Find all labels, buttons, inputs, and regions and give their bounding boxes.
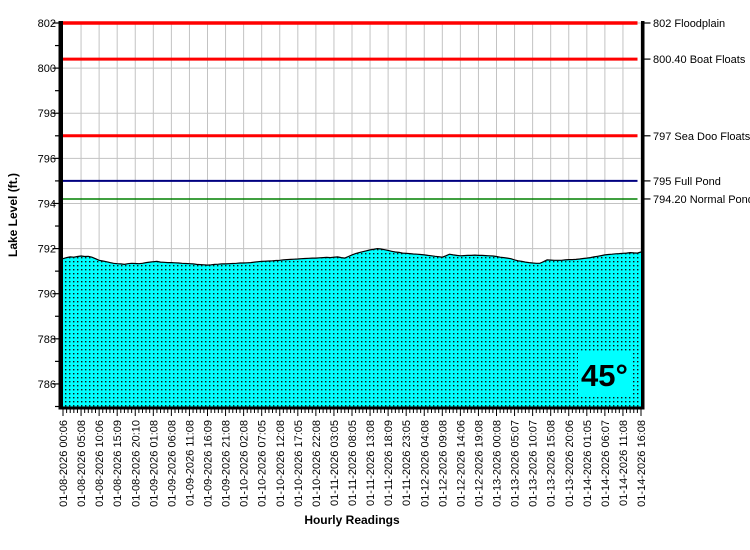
- x-tick-label: 01-08-2026 10:06: [94, 420, 106, 507]
- temperature-badge: 45°: [578, 353, 631, 397]
- temperature-value: 45°: [581, 358, 628, 393]
- y-axis-line: [58, 21, 63, 410]
- x-tick-label: 01-14-2026 11:08: [618, 420, 630, 506]
- reference-line-label: 800.40 Boat Floats: [653, 54, 746, 66]
- right-axis-line: [641, 21, 645, 410]
- y-tick-label: 792: [38, 244, 56, 256]
- y-tick-label: 798: [38, 108, 56, 120]
- x-tick-label: 01-11-2026 18:09: [383, 420, 395, 506]
- lake-level-area-series: [62, 247, 642, 407]
- x-tick-label: 01-13-2026 00:08: [492, 420, 504, 507]
- x-tick-label: 01-12-2026 14:06: [455, 420, 467, 507]
- x-tick-label: 01-14-2026 06:07: [600, 420, 612, 507]
- x-tick-label: 01-13-2026 20:06: [564, 420, 576, 507]
- reference-line-label: 794.20 Normal Pond: [653, 194, 750, 206]
- x-tick-label: 01-13-2026 10:07: [528, 420, 540, 507]
- x-tick-label: 01-11-2026 23:05: [401, 420, 413, 506]
- x-tick-label: 01-11-2026 13:08: [365, 420, 377, 506]
- reference-line-label: 795 Full Pond: [653, 176, 721, 188]
- x-tick-label: 01-10-2026 12:08: [275, 420, 287, 507]
- axis-ticks: [52, 22, 651, 416]
- x-tick-label: 01-10-2026 17:05: [293, 420, 305, 507]
- x-tick-labels: 01-08-2026 00:06 01-08-2026 05:08 01-08-20…: [58, 420, 648, 507]
- x-tick-label: 01-09-2026 11:08: [184, 420, 196, 506]
- x-tick-label: 01-08-2026 00:06: [58, 420, 70, 507]
- axes: [58, 21, 645, 410]
- x-tick-label: 01-11-2026 03:05: [329, 420, 341, 506]
- temperature-badge-background: [578, 353, 631, 397]
- reference-line-labels: 802 Floodplain 800.40 Boat Floats 797 Sea …: [653, 18, 750, 206]
- y-tick-label: 794: [38, 198, 56, 210]
- y-tick-label: 788: [38, 334, 56, 346]
- x-tick-label: 01-12-2026 19:08: [473, 420, 485, 507]
- x-tick-label: 01-10-2026 02:08: [239, 420, 251, 507]
- x-axis-line: [58, 406, 645, 410]
- x-tick-label: 01-11-2026 08:05: [347, 420, 359, 506]
- x-tick-label: 01-08-2026 05:08: [76, 420, 88, 507]
- x-tick-label: 01-14-2026 16:08: [636, 420, 648, 507]
- x-tick-label: 01-10-2026 22:08: [311, 420, 323, 507]
- x-tick-label: 01-09-2026 21:08: [221, 420, 233, 507]
- x-tick-label: 01-09-2026 06:08: [166, 420, 178, 507]
- x-tick-label: 01-13-2026 05:07: [510, 420, 522, 507]
- y-axis-title: Lake Level (ft.): [6, 173, 20, 257]
- y-tick-label: 790: [38, 289, 56, 301]
- lake-level-line: [62, 247, 642, 266]
- y-tick-labels: 786 788 790 792 794 796 798 800 802: [38, 18, 56, 391]
- lake-level-fill: [63, 248, 641, 407]
- y-tick-label: 800: [38, 63, 56, 75]
- y-tick-label: 796: [38, 153, 56, 165]
- x-tick-label: 01-14-2026 01:05: [582, 420, 594, 507]
- y-tick-label: 802: [38, 18, 56, 30]
- x-tick-label: 01-12-2026 09:08: [437, 420, 449, 507]
- x-tick-label: 01-10-2026 07:05: [257, 420, 269, 507]
- reference-lines: [63, 21, 638, 200]
- x-tick-label: 01-08-2026 20:10: [130, 420, 142, 507]
- reference-line-label: 797 Sea Doo Floats: [653, 131, 750, 143]
- x-tick-label: 01-12-2026 04:08: [419, 420, 431, 507]
- x-tick-label: 01-13-2026 15:08: [546, 420, 558, 507]
- y-tick-label: 786: [38, 379, 56, 391]
- x-axis-title: Hourly Readings: [304, 513, 400, 527]
- x-tick-label: 01-09-2026 01:08: [148, 420, 160, 507]
- x-tick-label: 01-09-2026 16:09: [203, 420, 215, 507]
- x-tick-label: 01-08-2026 15:09: [112, 420, 124, 507]
- reference-line-label: 802 Floodplain: [653, 18, 725, 30]
